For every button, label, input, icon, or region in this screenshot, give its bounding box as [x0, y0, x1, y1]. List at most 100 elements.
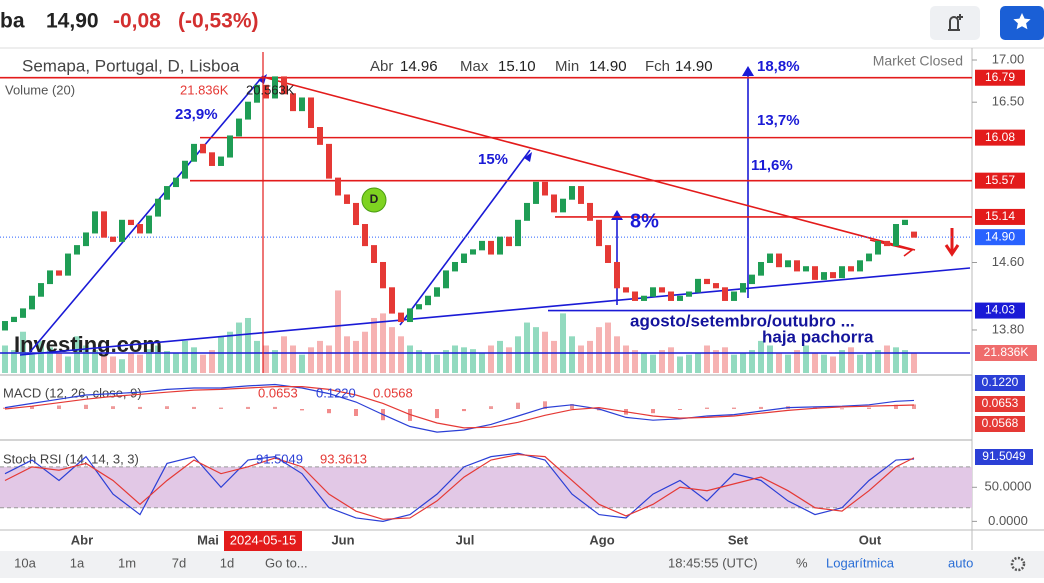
macd-histogram-bar [894, 404, 898, 409]
macd-histogram-bar [840, 408, 844, 410]
y-tick-label: 16.50 [992, 94, 1025, 109]
market-status: Market Closed [873, 53, 963, 69]
volume-bar [623, 345, 629, 373]
toolbar-item: 18:45:55 (UTC) [668, 555, 758, 570]
volume-bar [560, 313, 566, 373]
volume-bar [812, 352, 818, 373]
level-badge [975, 129, 1025, 146]
stoch-title: Stoch RSI (14, 14, 3, 3) [3, 451, 139, 466]
macd-histogram-bar [273, 406, 277, 409]
toolbar-item[interactable]: % [796, 555, 808, 570]
candle-body [875, 240, 881, 255]
annotation: 15% [478, 151, 508, 168]
volume-bar [515, 336, 521, 373]
macd-histogram-bar [111, 406, 115, 409]
volume-bar [875, 350, 881, 373]
macd-histogram-bar [435, 409, 439, 419]
range-button[interactable]: 10a [14, 555, 36, 570]
toolbar-item[interactable]: auto [948, 555, 973, 570]
candle-body [704, 278, 710, 285]
volume-bar [794, 350, 800, 373]
macd-badge-label: 0.0568 [982, 416, 1019, 430]
x-tick-label: Ago [589, 532, 614, 547]
candle-body [83, 232, 89, 247]
macd-histogram-bar [516, 402, 520, 409]
range-button[interactable]: 1d [220, 555, 234, 570]
candle-body [857, 260, 863, 272]
candle-body [533, 181, 539, 204]
volume-bar [830, 356, 836, 373]
volume-badge [975, 345, 1037, 361]
alert-button[interactable] [930, 6, 980, 40]
volume-bar [29, 354, 35, 373]
volume-bar [182, 340, 188, 373]
range-button[interactable]: 1a [70, 555, 85, 570]
range-button[interactable]: 7d [172, 555, 186, 570]
candle-body [515, 219, 521, 247]
level-badge [975, 302, 1025, 319]
annotation: 23,9% [175, 106, 218, 123]
macd-histogram-bar [219, 407, 223, 409]
candle-body [398, 312, 404, 323]
volume-bar [209, 350, 215, 373]
ohlc-value: 14.90 [589, 58, 627, 75]
ohlc-label: Max [460, 58, 489, 75]
volume-bar [407, 345, 413, 373]
settings-icon[interactable] [1010, 556, 1026, 572]
candle-body [767, 253, 773, 263]
toolbar-item[interactable]: Logarítmica [826, 555, 895, 570]
volume-bar [218, 336, 224, 373]
toolbar-item[interactable]: Go to... [265, 555, 308, 570]
volume-bar [461, 347, 467, 373]
candle-body [713, 283, 719, 289]
volume-bar [344, 336, 350, 373]
candle-body [470, 249, 476, 255]
change-pct: (-0,53%) [178, 10, 259, 33]
candle-body [488, 240, 494, 255]
macd-histogram-bar [732, 407, 736, 409]
x-tick-label: Out [859, 532, 882, 547]
macd-histogram-bar [705, 407, 709, 409]
volume-bar [659, 350, 665, 373]
range-button[interactable]: 1m [118, 555, 136, 570]
volume-bar [668, 347, 674, 373]
arrow-head [258, 66, 754, 220]
macd-histogram-bar [84, 404, 88, 409]
volume-bar [443, 350, 449, 373]
volume-bar [605, 322, 611, 373]
candle-body [119, 219, 125, 242]
macd-histogram-bar [165, 406, 169, 409]
volume-bar [911, 352, 917, 373]
volume-bar [371, 317, 377, 373]
candle-body [803, 266, 809, 272]
volume-bar [551, 340, 557, 373]
volume-bar [488, 345, 494, 373]
candle-body [776, 253, 782, 268]
candle-body [137, 224, 143, 234]
candle-body [668, 291, 674, 301]
ohlc-label: Min [555, 58, 579, 75]
volume-bar [695, 352, 701, 373]
candle-body [290, 93, 296, 112]
candle-body [506, 236, 512, 247]
volume-bar [587, 340, 593, 373]
candle-body [146, 215, 152, 234]
candle-body [110, 236, 116, 242]
candle-body [686, 291, 692, 297]
candle-body [650, 287, 656, 297]
volume-bar [614, 336, 620, 373]
volume-bar [731, 354, 737, 373]
volume-bar [74, 336, 80, 373]
annotation: 8% [630, 210, 659, 232]
level-badge [975, 69, 1025, 86]
last-price-label: 14.90 [985, 229, 1015, 243]
candle-body [605, 245, 611, 263]
candle-body [749, 274, 755, 285]
candle-body [371, 245, 377, 263]
candle-body [11, 316, 17, 323]
candle-body [236, 118, 242, 137]
volume-bar [848, 347, 854, 373]
candle-body [443, 270, 449, 289]
volume-bar [434, 354, 440, 373]
volume-bar [380, 313, 386, 373]
